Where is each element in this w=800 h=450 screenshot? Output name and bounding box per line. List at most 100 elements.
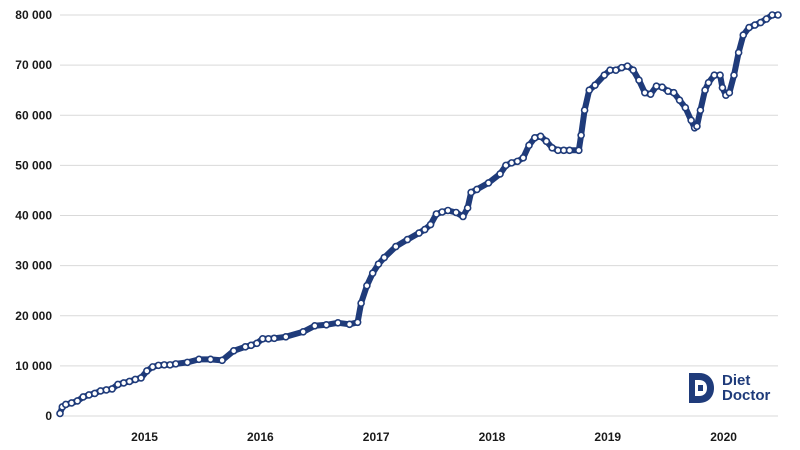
x-tick-label: 2015 xyxy=(131,430,158,444)
data-point xyxy=(368,269,377,277)
data-point xyxy=(218,356,226,365)
data-point xyxy=(652,82,661,90)
data-point xyxy=(675,96,684,105)
data-point xyxy=(345,320,354,329)
data-point xyxy=(96,387,105,395)
data-point xyxy=(363,281,371,290)
data-point xyxy=(704,78,713,87)
data-point xyxy=(229,347,238,355)
data-point xyxy=(734,48,743,57)
data-point xyxy=(696,106,705,115)
data-point xyxy=(310,321,319,330)
data-point xyxy=(467,188,475,197)
data-point xyxy=(623,62,632,70)
data-point xyxy=(195,355,203,364)
x-tick-label: 2017 xyxy=(363,430,390,444)
data-point xyxy=(102,386,111,394)
series-line xyxy=(57,12,781,417)
data-point xyxy=(183,358,192,367)
logo-text-diet: Diet xyxy=(722,372,751,389)
y-tick-label: 10 000 xyxy=(15,359,52,373)
data-point xyxy=(635,76,643,84)
data-point xyxy=(56,409,64,418)
x-axis-ticks: 2015 2016 2017 2018 2019 2020 xyxy=(131,430,737,444)
data-point xyxy=(166,361,174,369)
y-axis-ticks: 0 10 000 20 000 30 000 40 000 50 000 60 000 70 … xyxy=(15,8,52,423)
data-point xyxy=(374,260,383,268)
data-point xyxy=(629,66,638,74)
y-tick-label: 70 000 xyxy=(15,58,52,72)
data-point xyxy=(701,86,709,94)
data-point xyxy=(459,212,467,221)
data-point xyxy=(444,206,452,215)
data-point xyxy=(392,242,400,251)
data-point xyxy=(716,71,724,79)
data-point xyxy=(725,88,734,97)
data-point xyxy=(687,116,695,125)
y-tick-label: 80 000 xyxy=(15,8,52,22)
y-tick-label: 50 000 xyxy=(15,158,52,172)
data-point xyxy=(693,122,701,131)
data-point xyxy=(600,71,609,79)
y-tick-label: 40 000 xyxy=(15,209,52,223)
data-point xyxy=(519,154,528,162)
data-point xyxy=(282,333,290,341)
y-tick-label: 0 xyxy=(45,409,52,423)
data-point xyxy=(739,31,748,39)
data-point xyxy=(718,83,727,92)
data-point xyxy=(681,103,690,112)
data-point xyxy=(420,225,429,234)
data-point xyxy=(108,385,116,393)
data-point xyxy=(206,355,215,364)
data-point xyxy=(575,146,583,155)
data-point xyxy=(322,320,331,329)
data-point xyxy=(73,397,82,405)
y-tick-label: 60 000 xyxy=(15,108,52,122)
data-point xyxy=(591,81,599,89)
y-tick-label: 30 000 xyxy=(15,259,52,273)
data-point xyxy=(669,88,678,97)
diet-doctor-logo: Diet Doctor xyxy=(686,370,770,406)
data-point xyxy=(334,318,342,327)
grid-lines xyxy=(60,14,778,417)
y-tick-label: 20 000 xyxy=(15,309,52,323)
data-point xyxy=(473,185,481,194)
data-point xyxy=(357,299,365,308)
diet-doctor-d-logo-icon xyxy=(689,373,714,403)
data-point xyxy=(658,83,666,91)
data-point xyxy=(353,318,362,327)
data-point xyxy=(172,360,180,368)
data-point xyxy=(536,132,545,141)
data-point xyxy=(380,253,389,262)
x-tick-label: 2018 xyxy=(479,430,506,444)
x-tick-label: 2016 xyxy=(247,430,274,444)
data-point xyxy=(762,15,771,23)
data-point xyxy=(415,229,423,237)
data-point xyxy=(137,374,145,382)
data-point xyxy=(270,334,279,343)
logo-text-doctor: Doctor xyxy=(722,387,771,404)
data-point xyxy=(565,146,574,155)
x-tick-label: 2020 xyxy=(710,430,737,444)
data-point xyxy=(542,137,551,146)
data-point xyxy=(577,131,585,140)
data-point xyxy=(774,11,782,19)
data-point xyxy=(403,235,412,244)
data-point xyxy=(513,157,522,166)
data-point xyxy=(525,141,533,150)
data-point xyxy=(646,90,655,98)
x-tick-label: 2019 xyxy=(594,430,621,444)
data-point xyxy=(426,220,435,229)
data-point xyxy=(484,179,493,187)
data-point xyxy=(580,106,589,115)
data-point xyxy=(756,18,765,27)
data-point xyxy=(585,86,594,94)
data-point xyxy=(143,367,151,375)
data-point xyxy=(730,71,738,79)
data-point xyxy=(496,170,504,178)
series-markers xyxy=(56,11,782,418)
data-point xyxy=(463,204,472,212)
data-point xyxy=(253,339,261,348)
